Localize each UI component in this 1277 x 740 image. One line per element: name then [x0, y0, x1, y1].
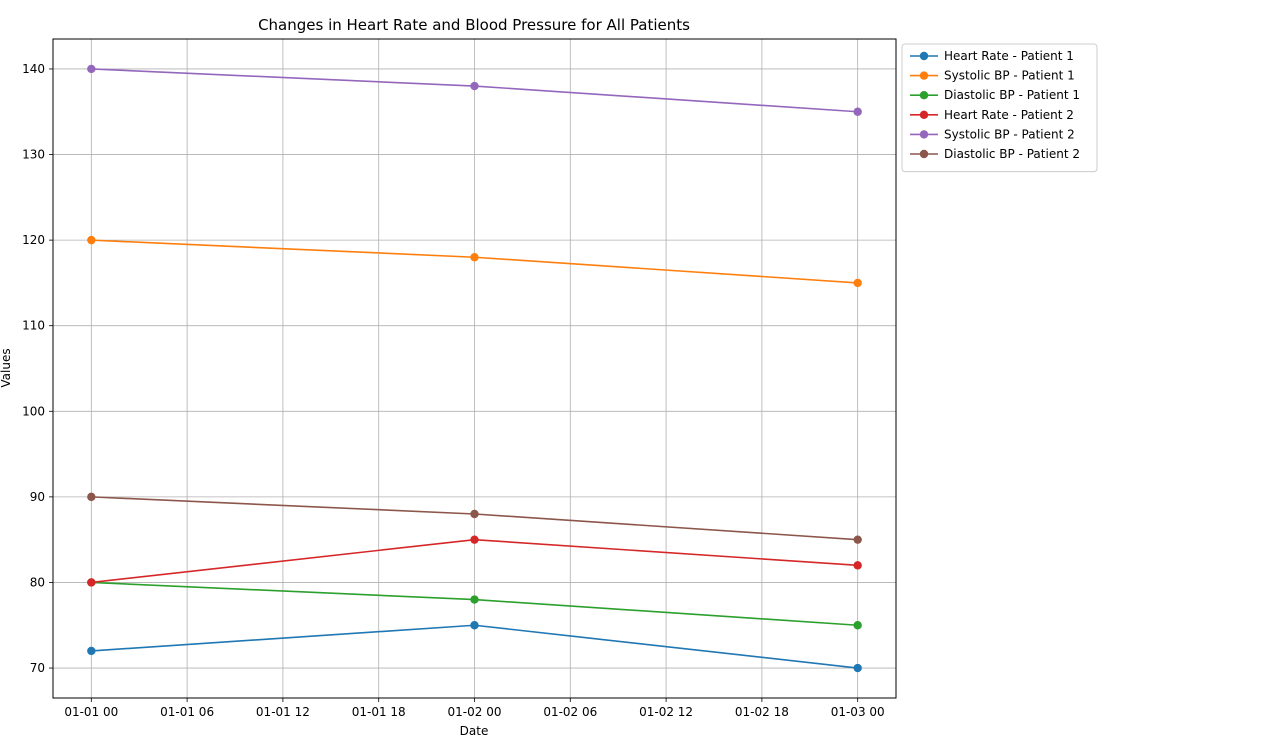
- legend-item: Diastolic BP - Patient 2: [910, 147, 1080, 161]
- x-tick-label: 01-02 00: [448, 705, 502, 719]
- x-tick-label: 01-02 12: [639, 705, 693, 719]
- data-point: [470, 81, 479, 91]
- x-tick-label: 01-02 06: [543, 705, 597, 719]
- data-point: [87, 646, 96, 656]
- y-axis-label: Values: [0, 348, 13, 387]
- x-axis-label: Date: [460, 724, 489, 738]
- legend-marker: [919, 71, 929, 80]
- x-tick-label: 01-02 18: [735, 705, 789, 719]
- y-tick-label: 120: [22, 233, 45, 247]
- data-point: [470, 535, 479, 544]
- data-point: [87, 64, 96, 74]
- series-2: [87, 235, 862, 288]
- legend-label: Systolic BP - Patient 2: [944, 127, 1075, 141]
- data-point: [470, 595, 479, 604]
- legend-item: Heart Rate - Patient 2: [910, 108, 1074, 122]
- legend-marker: [919, 51, 929, 61]
- data-point: [853, 107, 862, 116]
- series-5: [87, 64, 862, 116]
- series-1: [87, 621, 862, 673]
- series-4: [87, 535, 862, 587]
- y-tick-label: 110: [22, 319, 45, 333]
- x-tick-label: 01-01 00: [64, 705, 118, 719]
- data-point: [87, 235, 96, 245]
- data-point: [853, 278, 862, 288]
- legend-frame: [901, 43, 1098, 173]
- legend-label: Diastolic BP - Patient 1: [944, 88, 1080, 102]
- data-point: [853, 561, 862, 570]
- y-tick-label: 90: [30, 490, 45, 504]
- series-6: [87, 492, 862, 544]
- legend-item: Systolic BP - Patient 2: [910, 127, 1075, 141]
- data-point: [853, 663, 862, 673]
- series-group: [87, 64, 862, 673]
- legend-label: Heart Rate - Patient 1: [944, 49, 1074, 63]
- x-axis-ticks: 01-01 00 01-01 06 01-01 12 01-01 18 01-02 00…: [64, 698, 885, 719]
- legend-item: Heart Rate - Patient 1: [910, 49, 1074, 63]
- legend-marker: [919, 149, 929, 159]
- y-tick-label: 100: [22, 404, 45, 418]
- legend-label: Heart Rate - Patient 2: [944, 108, 1074, 122]
- legend: Heart Rate - Patient 1 Systolic BP - Pati…: [901, 43, 1098, 173]
- legend-item: Diastolic BP - Patient 1: [910, 88, 1080, 102]
- x-tick-label: 01-01 06: [160, 705, 214, 719]
- data-point: [87, 578, 96, 587]
- grid-lines: [53, 39, 896, 698]
- data-point: [87, 492, 96, 502]
- y-tick-label: 140: [22, 62, 45, 76]
- data-point: [470, 621, 479, 630]
- legend-label: Diastolic BP - Patient 2: [944, 147, 1080, 161]
- x-tick-label: 01-01 12: [256, 705, 310, 719]
- x-tick-label: 01-01 18: [352, 705, 406, 719]
- data-point: [853, 535, 862, 544]
- y-tick-label: 80: [30, 575, 45, 589]
- y-axis-ticks: 70 80 90 100 110 120 130 140: [22, 62, 53, 675]
- legend-item: Systolic BP - Patient 1: [910, 69, 1075, 83]
- legend-label: Systolic BP - Patient 1: [944, 69, 1075, 83]
- legend-marker: [919, 91, 929, 100]
- y-tick-label: 70: [30, 661, 45, 675]
- data-point: [470, 509, 479, 519]
- chart-title: Changes in Heart Rate and Blood Pressure…: [258, 16, 690, 34]
- y-tick-label: 130: [22, 148, 45, 162]
- legend-marker: [919, 110, 929, 120]
- x-tick-label: 01-03 00: [831, 705, 885, 719]
- data-point: [470, 253, 479, 262]
- data-point: [853, 621, 862, 630]
- legend-marker: [919, 130, 929, 139]
